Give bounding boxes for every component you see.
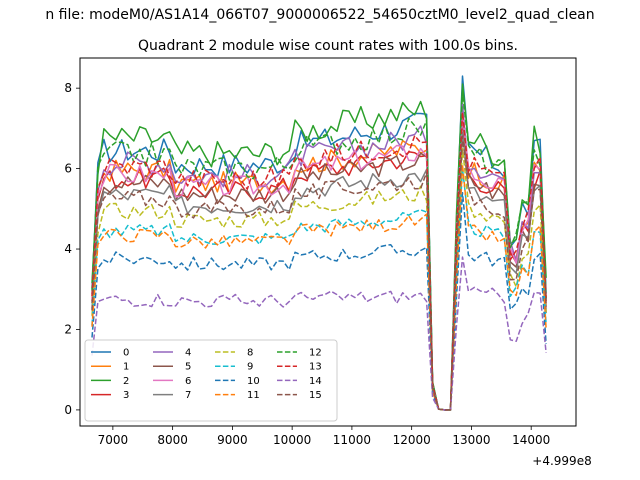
x-axis-offset-label: +4.999e8 xyxy=(532,454,591,468)
legend-label-7: 7 xyxy=(185,390,191,401)
legend-label-0: 0 xyxy=(123,348,129,359)
x-tick-label: 11000 xyxy=(333,433,371,447)
legend-label-5: 5 xyxy=(185,362,191,373)
legend-label-9: 9 xyxy=(247,362,253,373)
y-tick-label: 2 xyxy=(64,322,72,336)
y-axis-ticks: 0 2 4 6 8 xyxy=(64,81,80,417)
legend-label-15: 15 xyxy=(309,390,322,401)
series-line-9 xyxy=(91,167,547,411)
y-tick-label: 6 xyxy=(64,162,72,176)
figure-suptitle: n file: modeM0/AS1A14_066T07_9000006522_… xyxy=(45,7,594,23)
series-line-11 xyxy=(91,163,547,411)
legend-box xyxy=(84,339,338,422)
legend-label-12: 12 xyxy=(309,348,322,359)
legend-label-4: 4 xyxy=(185,348,191,359)
x-tick-label: 10000 xyxy=(273,433,311,447)
chart-title: Quadrant 2 module wise count rates with … xyxy=(138,38,518,54)
series-line-12 xyxy=(91,91,547,411)
series-line-1 xyxy=(91,107,547,411)
series-line-15 xyxy=(91,135,547,411)
x-tick-label: 12000 xyxy=(393,433,431,447)
series-line-8 xyxy=(91,147,547,411)
y-tick-label: 8 xyxy=(64,81,72,95)
legend-label-1: 1 xyxy=(123,362,129,373)
x-tick-label: 8000 xyxy=(157,433,188,447)
x-tick-label: 14000 xyxy=(512,433,550,447)
x-tick-label: 13000 xyxy=(452,433,490,447)
legend-label-13: 13 xyxy=(309,362,322,373)
legend-label-10: 10 xyxy=(247,376,260,387)
y-tick-label: 4 xyxy=(64,242,72,256)
series-line-7 xyxy=(91,131,547,411)
x-axis-ticks: 7000 8000 9000 10000 11000 12000 13000 14000 xyxy=(98,426,550,447)
y-tick-label: 0 xyxy=(64,403,72,417)
series-line-14 xyxy=(91,256,547,411)
axes-frame xyxy=(79,57,577,427)
x-tick-label: 7000 xyxy=(98,433,129,447)
x-tick-label: 9000 xyxy=(217,433,248,447)
legend-label-14: 14 xyxy=(309,376,322,387)
legend-label-6: 6 xyxy=(185,376,191,387)
series-line-13 xyxy=(91,111,547,411)
legend-label-3: 3 xyxy=(123,390,129,401)
plot-lines xyxy=(91,75,547,411)
legend-label-2: 2 xyxy=(123,376,129,387)
legend-label-8: 8 xyxy=(247,348,253,359)
series-line-5 xyxy=(91,119,547,411)
legend-label-11: 11 xyxy=(247,390,260,401)
